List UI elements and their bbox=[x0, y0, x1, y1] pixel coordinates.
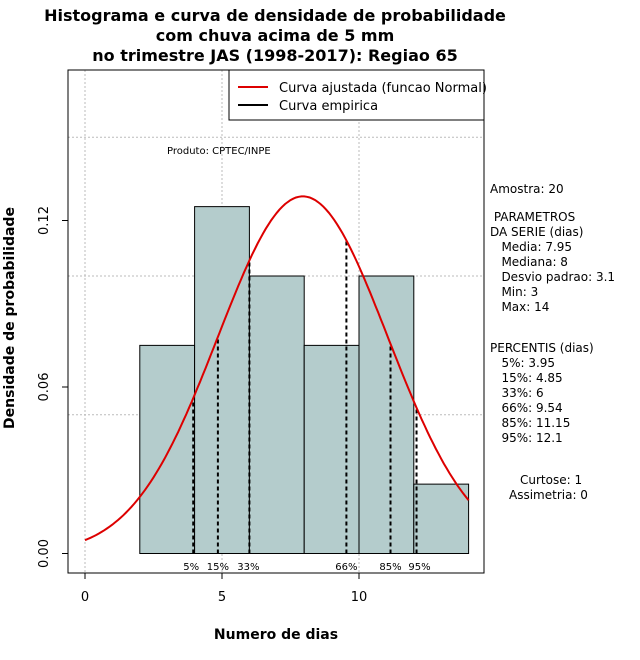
histogram-bar bbox=[303, 344, 360, 554]
x-tick-label: 10 bbox=[351, 590, 368, 605]
y-tick-label: 0.12 bbox=[37, 206, 52, 235]
percentile-label: 66% bbox=[335, 562, 357, 573]
kurtosis-text: Curtose: 1 bbox=[520, 473, 583, 487]
chart-title-line-1: Histograma e curva de densidade de proba… bbox=[44, 6, 506, 25]
percentiles-text: PERCENTIS (dias) 5%: 3.95 15%: 4.85 33%:… bbox=[490, 341, 594, 445]
chart-title-line-3: no trimestre JAS (1998-2017): Regiao 65 bbox=[92, 46, 458, 65]
percentile-label: 5% bbox=[183, 562, 199, 573]
x-tick-label: 0 bbox=[81, 590, 89, 605]
skewness-text: Assimetria: 0 bbox=[509, 488, 588, 502]
percentile-label: 33% bbox=[237, 562, 259, 573]
chart-title-line-2: com chuva acima de 5 mm bbox=[155, 26, 395, 45]
x-tick-label: 5 bbox=[218, 590, 226, 605]
percentile-label: 85% bbox=[379, 562, 401, 573]
series-parameters-text: PARAMETROS DA SERIE (dias) Media: 7.95 M… bbox=[490, 210, 616, 314]
y-tick-label: 0.00 bbox=[37, 539, 52, 568]
normal-curve-line bbox=[84, 195, 470, 542]
histogram-bar bbox=[248, 275, 305, 554]
x-axis-title: Numero de dias bbox=[214, 627, 338, 643]
percentile-label: 15% bbox=[207, 562, 229, 573]
histogram-bar bbox=[358, 275, 415, 554]
legend-label: Curva empirica bbox=[279, 99, 378, 114]
source-annotation: Produto: CPTEC/INPE bbox=[167, 146, 271, 157]
y-axis-title: Densidade de probabilidade bbox=[2, 207, 18, 429]
y-tick-label: 0.06 bbox=[37, 373, 52, 402]
sample-size-text: Amostra: 20 bbox=[490, 182, 564, 196]
chart-title: Histograma e curva de densidade de proba… bbox=[0, 6, 550, 66]
histogram-bar bbox=[139, 344, 196, 554]
percentile-label: 95% bbox=[408, 562, 430, 573]
legend-label: Curva ajustada (funcao Normal) bbox=[279, 81, 487, 96]
legend-box bbox=[228, 69, 485, 121]
histogram-bar bbox=[413, 483, 470, 554]
histogram-bar bbox=[194, 206, 250, 554]
